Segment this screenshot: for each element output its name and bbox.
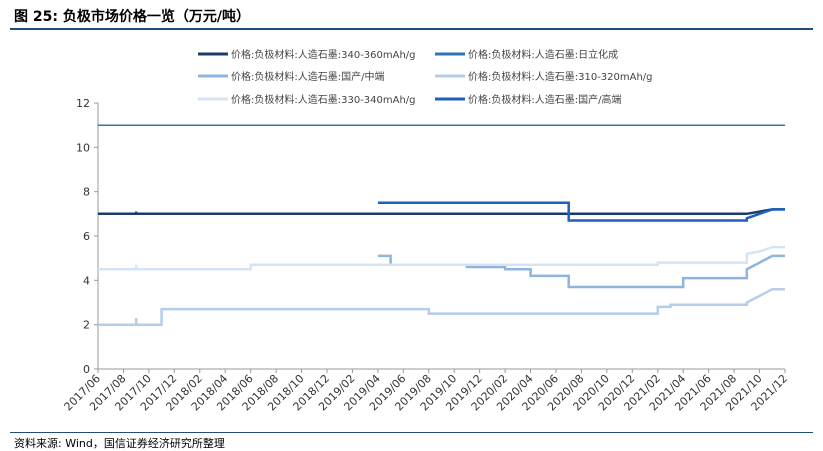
series-line-1	[98, 208, 785, 216]
y-tick-label: 10	[76, 141, 90, 154]
legend-label-6: 价格:负极材料:人造石墨:国产/高端	[468, 93, 621, 106]
source-rule	[10, 432, 813, 433]
y-tick-label: 8	[83, 186, 90, 199]
y-tick-label: 12	[76, 97, 90, 110]
series-line-5	[98, 245, 785, 271]
series-line-3	[377, 254, 785, 289]
source-note: 资料来源: Wind，国信证券经济研究所整理	[14, 437, 225, 450]
y-tick-label: 0	[83, 363, 90, 376]
legend-label-5: 价格:负极材料:人造石墨:330-340mAh/g	[231, 93, 416, 106]
legend-label-1: 价格:负极材料:人造石墨:340-360mAh/g	[231, 48, 416, 61]
series-line-6	[377, 201, 785, 222]
chart-series	[98, 124, 785, 326]
y-tick-label: 6	[83, 230, 90, 243]
y-tick-label: 2	[83, 319, 90, 332]
series-line-4	[98, 287, 785, 326]
legend-label-2: 价格:负极材料:人造石墨:日立化成	[468, 48, 618, 61]
figure-title: 图 25: 负极市场价格一览（万元/吨）	[14, 9, 250, 25]
title-rule	[10, 28, 813, 30]
legend-label-3: 价格:负极材料:人造石墨:国产/中端	[231, 70, 384, 83]
y-tick-label: 4	[83, 274, 90, 287]
chart-axes: 0246810122017/062017/082017/102017/12201…	[62, 97, 791, 413]
legend-label-4: 价格:负极材料:人造石墨:310-320mAh/g	[468, 70, 653, 83]
chart-legend: 价格:负极材料:人造石墨:340-360mAh/g 价格:负极材料:人造石墨:日立…	[198, 48, 653, 106]
